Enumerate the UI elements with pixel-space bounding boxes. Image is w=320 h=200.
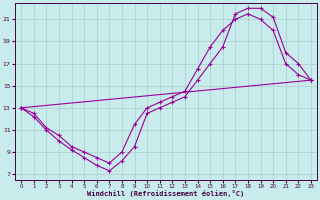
X-axis label: Windchill (Refroidissement éolien,°C): Windchill (Refroidissement éolien,°C) (87, 190, 245, 197)
